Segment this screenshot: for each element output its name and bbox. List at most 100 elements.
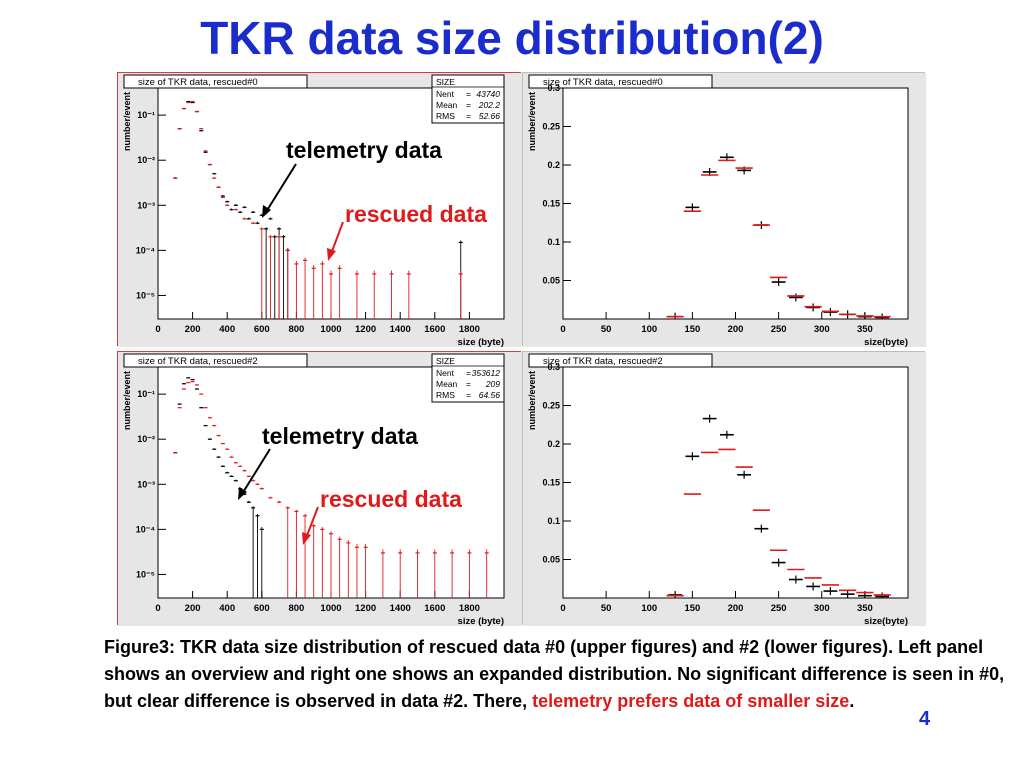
- x-tick-label: 1400: [390, 324, 411, 335]
- stats-header: SIZE: [436, 356, 455, 366]
- data-point: [719, 430, 734, 439]
- chart-title: size of TKR data, rescued#2: [543, 356, 663, 367]
- plot-data-layer: [666, 414, 891, 598]
- data-point: [186, 377, 191, 379]
- x-tick-label: 800: [288, 603, 304, 614]
- data-point: [190, 100, 195, 103]
- data-point: [432, 549, 437, 598]
- data-point: [311, 265, 316, 319]
- x-tick-label: 600: [254, 603, 270, 614]
- data-point: [329, 270, 333, 319]
- x-tick-label: 50: [601, 324, 612, 335]
- data-point: [186, 100, 191, 103]
- stats-key: Nent: [436, 368, 455, 378]
- data-point: [225, 200, 230, 203]
- data-point: [294, 261, 299, 319]
- stats-eq: =: [466, 379, 471, 389]
- data-point: [823, 587, 838, 596]
- x-tick-label: 1200: [355, 324, 376, 335]
- data-point: [259, 227, 264, 319]
- data-point: [186, 101, 191, 104]
- y-tick-label: 10⁻²: [137, 434, 155, 444]
- data-point: [685, 452, 700, 461]
- y-axis-label: number/event: [122, 371, 132, 430]
- data-point: [272, 234, 277, 319]
- chart-rescued2-overview: size of TKR data, rescued#2 0 200 400 600 800…: [118, 352, 522, 626]
- y-tick-label: 10⁻⁴: [136, 524, 155, 534]
- y-tick-label: 0.05: [542, 555, 560, 565]
- data-point: [389, 270, 394, 319]
- data-point: [277, 500, 282, 504]
- y-tick-label: 0.1: [547, 237, 560, 247]
- x-tick-label: 350: [857, 603, 873, 614]
- x-tick-label: 0: [560, 324, 565, 335]
- data-point: [246, 217, 251, 220]
- stats-value: 202.2: [478, 100, 501, 110]
- x-tick-label: 300: [814, 324, 830, 335]
- data-point: [190, 378, 195, 381]
- series-telemetry: [668, 414, 890, 598]
- y-tick-label: 0.1: [547, 516, 560, 526]
- label-top-rescued-data: rescued data: [345, 201, 487, 227]
- plot-frame: [562, 366, 909, 599]
- x-tick-label: 0: [560, 603, 565, 614]
- x-tick-label: 100: [641, 603, 657, 614]
- data-point: [285, 248, 290, 319]
- y-tick-label: 0.25: [542, 401, 560, 411]
- stats-box: [431, 353, 505, 403]
- data-point: [203, 424, 208, 427]
- label-bottom-telemetry-data: telemetry data: [262, 423, 418, 449]
- data-point: [754, 524, 769, 533]
- data-point: [484, 549, 489, 598]
- data-point: [199, 393, 204, 395]
- data-point: [181, 383, 186, 385]
- data-point: [277, 234, 282, 319]
- data-point: [840, 590, 855, 598]
- data-point: [806, 582, 821, 591]
- data-point: [190, 380, 195, 383]
- y-tick-label: 10⁻¹: [137, 110, 155, 120]
- chart-title-box: [123, 74, 308, 89]
- data-point: [186, 381, 191, 384]
- data-point: [354, 544, 359, 598]
- data-point: [329, 531, 333, 598]
- y-tick-label: 0.2: [547, 439, 560, 449]
- x-tick-label: 200: [185, 603, 201, 614]
- data-point: [220, 196, 225, 198]
- stats-key: Mean: [436, 379, 458, 389]
- data-point: [233, 479, 238, 482]
- data-point: [737, 470, 752, 479]
- caption-end: .: [849, 691, 855, 711]
- plot-data-layer: [173, 377, 489, 598]
- data-point: [220, 442, 225, 445]
- chart-title-box: [528, 353, 713, 368]
- data-point: [294, 509, 299, 598]
- data-point: [207, 438, 212, 440]
- data-point: [771, 278, 786, 287]
- series-rescued: [173, 380, 489, 598]
- data-point: [788, 575, 803, 584]
- data-point: [233, 461, 238, 464]
- label-top-telemetry-data: telemetry data: [286, 137, 442, 163]
- x-tick-label: 600: [254, 324, 270, 335]
- data-point: [212, 424, 217, 427]
- data-point: [173, 451, 178, 454]
- x-tick-label: 1600: [424, 324, 445, 335]
- page-number: 4: [919, 708, 931, 730]
- chart-title: size of TKR data, rescued#2: [138, 356, 258, 367]
- chart-panel-rescued0-zoom: size of TKR data, rescued#0 0 50 100 150 200 2…: [522, 72, 926, 347]
- data-point: [181, 388, 186, 390]
- y-tick-label: 0.05: [542, 276, 560, 286]
- stats-value: 52.66: [479, 111, 501, 121]
- data-point: [199, 129, 204, 132]
- data-point: [281, 234, 286, 319]
- y-tick-label: 10⁻³: [137, 200, 155, 210]
- y-tick-label: 0.15: [542, 199, 560, 209]
- data-point: [771, 558, 786, 567]
- data-point: [251, 506, 256, 598]
- data-point: [354, 270, 359, 319]
- data-point: [255, 513, 260, 598]
- x-tick-label: 1800: [459, 324, 480, 335]
- stats-key: RMS: [436, 390, 455, 400]
- data-point: [212, 177, 217, 179]
